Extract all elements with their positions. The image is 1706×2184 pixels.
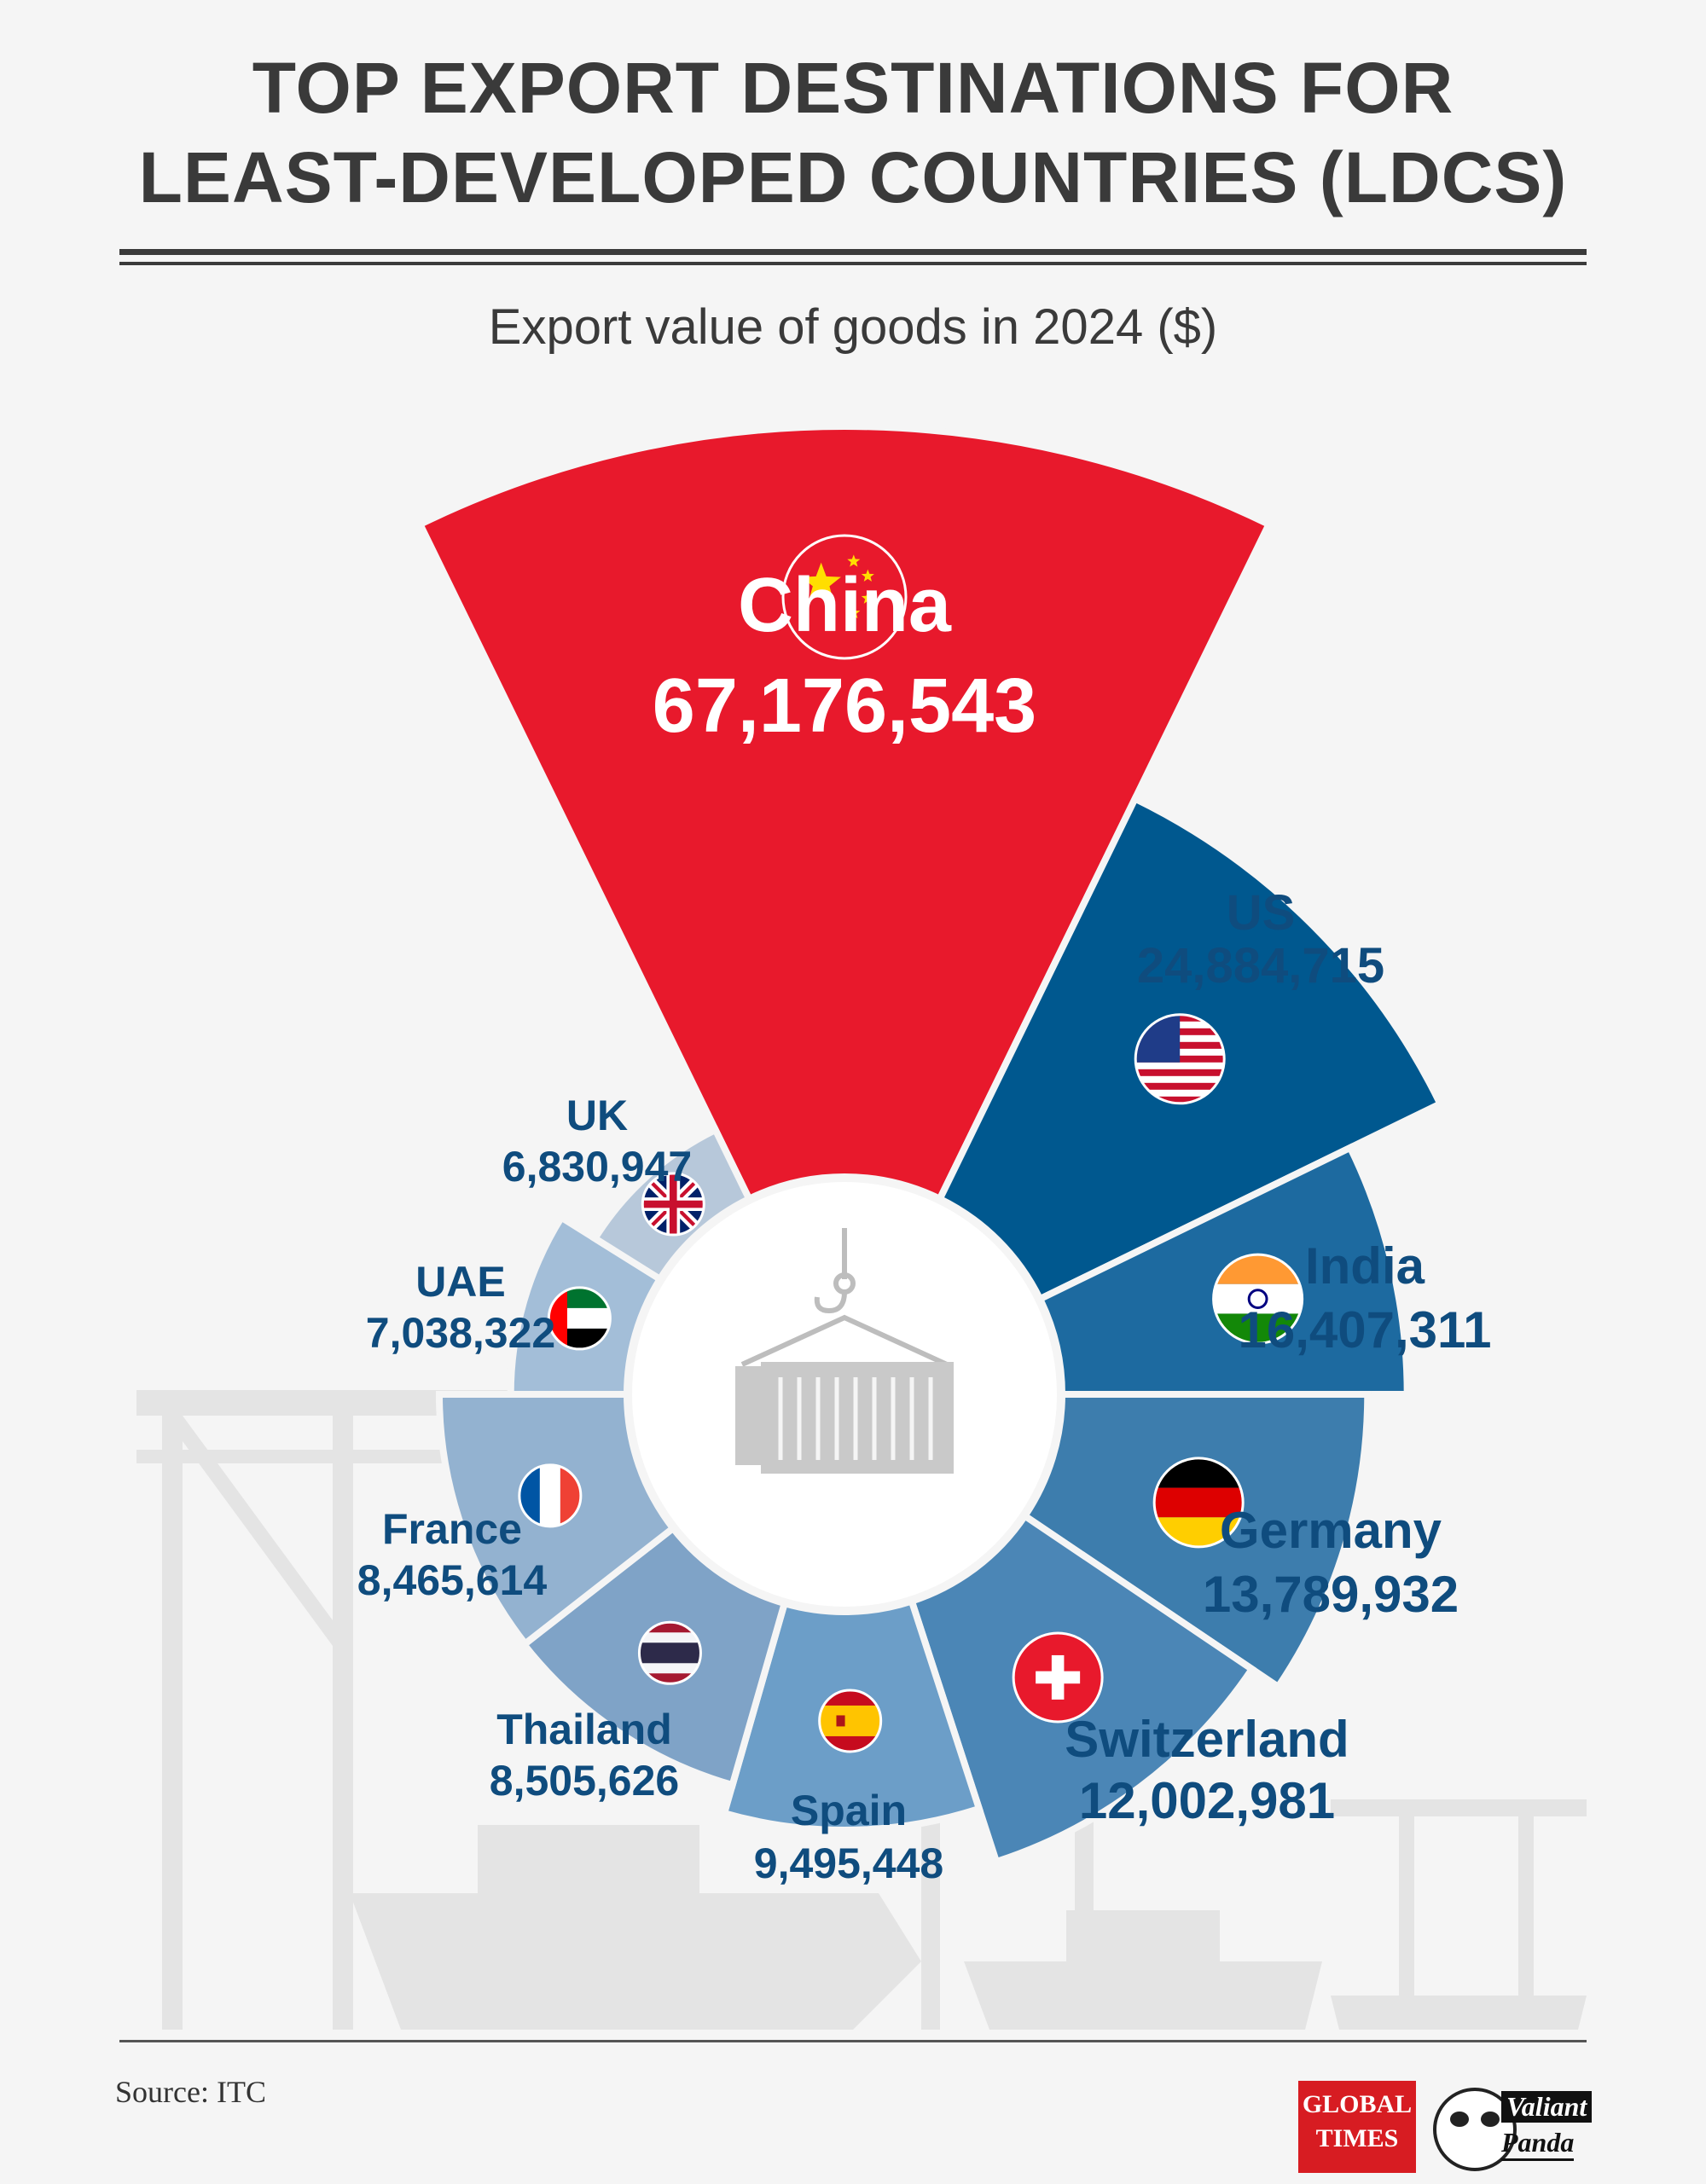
label-value-china: 67,176,543 bbox=[653, 663, 1036, 749]
page-title-line-1: TOP EXPORT DESTINATIONS FOR bbox=[252, 48, 1454, 128]
china-flag-icon bbox=[781, 534, 908, 660]
label-value-uae: 7,038,322 bbox=[366, 1309, 555, 1357]
france-flag-icon bbox=[518, 1463, 583, 1528]
chart-subtitle: Export value of goods in 2024 ($) bbox=[488, 299, 1218, 355]
switzerland-flag-icon bbox=[1012, 1631, 1104, 1723]
label-value-switzerland: 12,002,981 bbox=[1079, 1772, 1335, 1829]
label-name-uk: UK bbox=[566, 1092, 628, 1139]
label-name-thailand: Thailand bbox=[496, 1706, 672, 1753]
global-times-logo: GLOBAL TIMES bbox=[1298, 2081, 1416, 2173]
label-name-germany: Germany bbox=[1220, 1502, 1442, 1559]
container-stripes bbox=[778, 1377, 933, 1460]
label-name-china: China bbox=[738, 563, 952, 648]
uae-flag-icon bbox=[547, 1286, 612, 1351]
uk-flag-icon bbox=[641, 1172, 705, 1237]
thailand-flag-icon bbox=[637, 1620, 702, 1685]
spain-flag-icon bbox=[818, 1689, 883, 1753]
label-value-uk: 6,830,947 bbox=[502, 1143, 692, 1190]
label-name-india: India bbox=[1305, 1237, 1425, 1295]
label-name-uae: UAE bbox=[415, 1258, 506, 1306]
source-note: Source: ITC bbox=[115, 2075, 266, 2109]
label-value-us: 24,884,715 bbox=[1137, 938, 1384, 994]
label-value-thailand: 8,505,626 bbox=[490, 1757, 679, 1805]
title-divider bbox=[119, 249, 1587, 255]
footer-divider bbox=[119, 2040, 1587, 2042]
label-name-france: France bbox=[382, 1505, 522, 1553]
label-name-spain: Spain bbox=[791, 1787, 907, 1834]
label-value-france: 8,465,614 bbox=[357, 1556, 548, 1604]
label-value-india: 16,407,311 bbox=[1239, 1301, 1492, 1358]
valiant-panda-logo: Valiant Panda bbox=[1433, 2081, 1593, 2173]
sector-china bbox=[415, 423, 1274, 1204]
label-name-switzerland: Switzerland bbox=[1065, 1711, 1349, 1768]
label-value-spain: 9,495,448 bbox=[754, 1839, 943, 1887]
label-name-us: US bbox=[1227, 885, 1296, 941]
us-flag-icon bbox=[1134, 1013, 1226, 1105]
title-divider-thin bbox=[119, 262, 1587, 265]
page-title-line-2: LEAST-DEVELOPED COUNTRIES (LDCS) bbox=[138, 137, 1568, 217]
label-value-germany: 13,789,932 bbox=[1203, 1566, 1459, 1623]
